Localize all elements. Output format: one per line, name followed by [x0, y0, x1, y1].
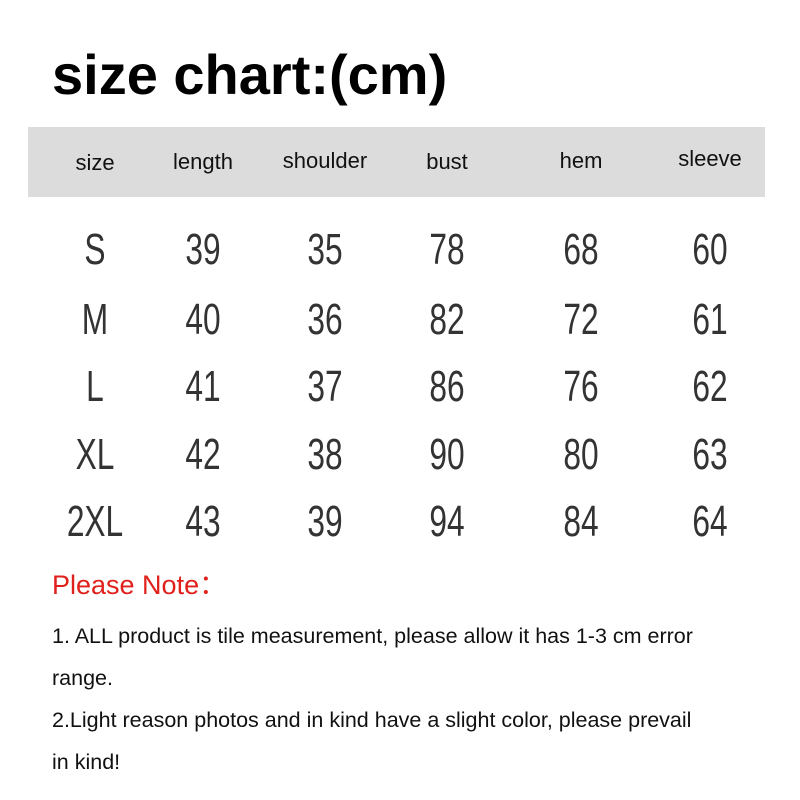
table-cell: 35 [307, 225, 343, 274]
column-header-sleeve: sleeve [678, 146, 742, 171]
size-label: S [84, 225, 106, 274]
note-line: 2.Light reason photos and in kind have a… [52, 708, 692, 732]
column-header-hem: hem [559, 148, 603, 173]
table-cell: 86 [429, 362, 465, 411]
table-cell: 39 [185, 225, 221, 274]
table-cell: 60 [692, 225, 728, 274]
size-label: XL [75, 430, 115, 479]
table-cell: 39 [307, 497, 343, 546]
note-line: range. [52, 666, 113, 690]
table-cell: 72 [563, 295, 599, 344]
table-cell: 80 [563, 430, 599, 479]
table-cell: 61 [692, 295, 728, 344]
note-line: 1. ALL product is tile measurement, plea… [52, 624, 693, 648]
table-cell: 82 [429, 295, 465, 344]
table-cell: 38 [307, 430, 343, 479]
table-cell: 40 [185, 295, 221, 344]
note-line: in kind! [52, 750, 121, 774]
table-cell: 78 [429, 225, 465, 274]
table-cell: 36 [307, 295, 343, 344]
size-label: L [86, 362, 104, 411]
table-cell: 84 [563, 497, 599, 546]
column-header-bust: bust [426, 149, 468, 174]
table-cell: 94 [429, 497, 465, 546]
table-cell: 37 [307, 362, 343, 411]
table-header-band [28, 127, 765, 197]
table-cell: 76 [563, 362, 599, 411]
table-cell: 68 [563, 225, 599, 274]
table-cell: 42 [185, 430, 221, 479]
table-cell: 41 [185, 362, 221, 411]
column-header-length: length [173, 149, 233, 174]
page-title: size chart:(cm) [52, 43, 448, 106]
table-cell: 63 [692, 430, 728, 479]
column-header-size: size [75, 150, 115, 175]
table-cell: 90 [429, 430, 465, 479]
size-label: 2XL [66, 497, 124, 546]
table-cell: 43 [185, 497, 221, 546]
column-header-shoulder: shoulder [282, 148, 368, 173]
size-label: M [81, 295, 109, 344]
note-title: Please Note： [52, 570, 227, 600]
table-cell: 64 [692, 497, 728, 546]
table-cell: 62 [692, 362, 728, 411]
